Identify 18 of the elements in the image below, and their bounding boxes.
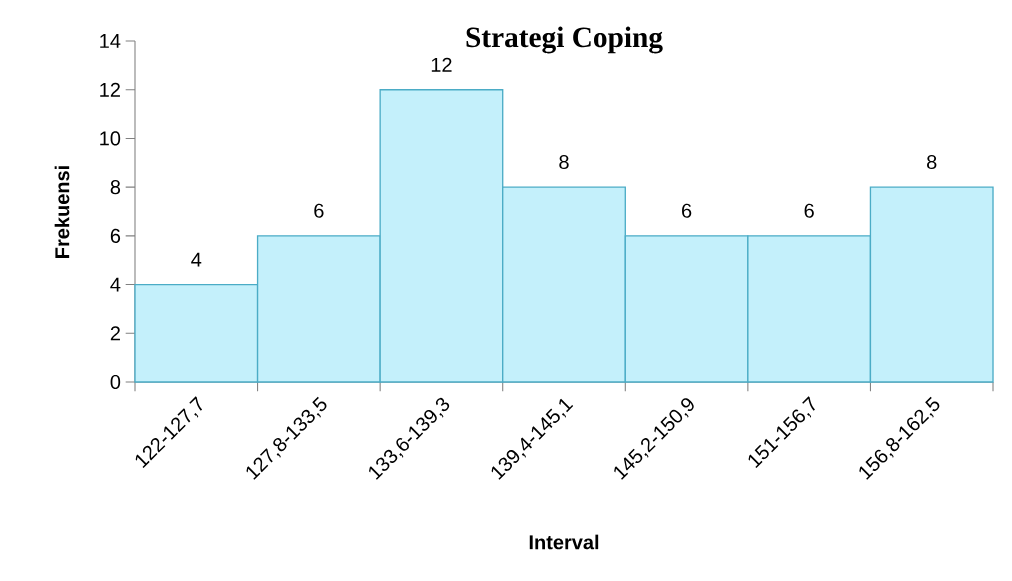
data-label: 8 [927,154,937,170]
chart-title: Strategi Coping [466,26,663,54]
data-label: 6 [682,203,692,218]
data-label: 4 [191,252,202,267]
data-label: 6 [804,203,814,218]
y-tick-label: 6 [110,228,121,243]
y-tick-label: 4 [110,277,121,292]
y-tick-label: 2 [110,326,120,341]
y-tick-label: 10 [100,131,121,146]
data-label: 12 [431,57,452,72]
y-axis-title: Frekuensi [54,166,70,258]
y-tick-label: 14 [100,34,121,48]
y-tick-label: 12 [100,82,120,97]
x-axis-title: Interval [529,534,599,550]
y-tick-label: 0 [110,374,121,390]
y-tick-label: 8 [110,180,121,195]
data-label: 8 [559,154,569,170]
data-label: 6 [314,203,324,218]
